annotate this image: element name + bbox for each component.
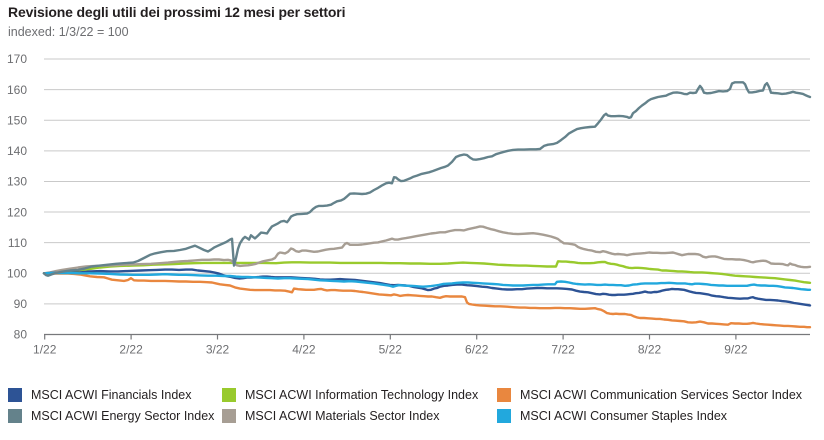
legend-item: MSCI ACWI Consumer Staples Index bbox=[497, 409, 817, 423]
x-axis-label-2/22: 2/22 bbox=[119, 343, 143, 357]
legend-swatch-icon bbox=[497, 409, 511, 423]
legend-label: MSCI ACWI Communication Services Sector … bbox=[520, 388, 803, 402]
y-axis-label-120: 120 bbox=[7, 205, 27, 219]
legend-swatch-icon bbox=[222, 409, 236, 423]
x-axis-label-6/22: 6/22 bbox=[465, 343, 489, 357]
x-axis-label-8/22: 8/22 bbox=[638, 343, 662, 357]
legend-row-1: MSCI ACWI Financials Index MSCI ACWI Info… bbox=[8, 388, 824, 402]
legend-item: MSCI ACWI Information Technology Index bbox=[222, 388, 497, 402]
legend-row-2: MSCI ACWI Energy Sector Index MSCI ACWI M… bbox=[8, 409, 824, 423]
y-axis-label-110: 110 bbox=[8, 236, 27, 250]
series-line-msci-acwi-materials-sector-index bbox=[42, 225, 812, 275]
x-axis-label-1/22: 1/22 bbox=[33, 343, 57, 357]
legend-label: MSCI ACWI Financials Index bbox=[31, 388, 192, 402]
y-axis-label-100: 100 bbox=[7, 266, 27, 280]
series-line-msci-acwi-consumer-staples-index bbox=[42, 271, 812, 291]
series-line-msci-acwi-energy-sector-index bbox=[42, 81, 812, 277]
x-axis-label-7/22: 7/22 bbox=[551, 343, 575, 357]
y-axis-label-90: 90 bbox=[14, 297, 28, 311]
y-axis-label-170: 170 bbox=[7, 52, 27, 66]
series-line-msci-acwi-information-technology-index bbox=[42, 260, 812, 284]
legend-item: MSCI ACWI Materials Sector Index bbox=[222, 409, 497, 423]
legend-label: MSCI ACWI Information Technology Index bbox=[245, 388, 479, 402]
legend-swatch-icon bbox=[8, 388, 22, 402]
x-axis-label-5/22: 5/22 bbox=[379, 343, 403, 357]
series-line-msci-acwi-financials-index bbox=[42, 268, 812, 307]
legend-item: MSCI ACWI Financials Index bbox=[8, 388, 222, 402]
legend-label: MSCI ACWI Consumer Staples Index bbox=[520, 409, 728, 423]
y-axis-label-160: 160 bbox=[7, 83, 27, 97]
chart-legend: MSCI ACWI Financials Index MSCI ACWI Info… bbox=[8, 388, 824, 430]
x-axis-label-3/22: 3/22 bbox=[206, 343, 230, 357]
legend-item: MSCI ACWI Energy Sector Index bbox=[8, 409, 222, 423]
y-axis-label-80: 80 bbox=[14, 328, 28, 342]
legend-swatch-icon bbox=[497, 388, 511, 402]
chart-subtitle: indexed: 1/3/22 = 100 bbox=[8, 25, 129, 39]
legend-swatch-icon bbox=[8, 409, 22, 423]
legend-item: MSCI ACWI Communication Services Sector … bbox=[497, 388, 817, 402]
series-line-msci-acwi-communication-services-sector-index bbox=[42, 272, 812, 329]
legend-label: MSCI ACWI Energy Sector Index bbox=[31, 409, 215, 423]
x-axis-label-4/22: 4/22 bbox=[292, 343, 316, 357]
legend-swatch-icon bbox=[222, 388, 236, 402]
legend-label: MSCI ACWI Materials Sector Index bbox=[245, 409, 440, 423]
y-axis-label-130: 130 bbox=[7, 175, 27, 189]
chart-title: Revisione degli utili dei prossimi 12 me… bbox=[8, 4, 346, 20]
line-chart: 80 90 100 110 120 130 140 150 160 170 1/22 2/22 3/22… bbox=[7, 52, 812, 357]
y-axis-label-140: 140 bbox=[7, 144, 27, 158]
x-axis-label-9/22: 9/22 bbox=[724, 343, 748, 357]
y-axis-label-150: 150 bbox=[7, 113, 27, 127]
